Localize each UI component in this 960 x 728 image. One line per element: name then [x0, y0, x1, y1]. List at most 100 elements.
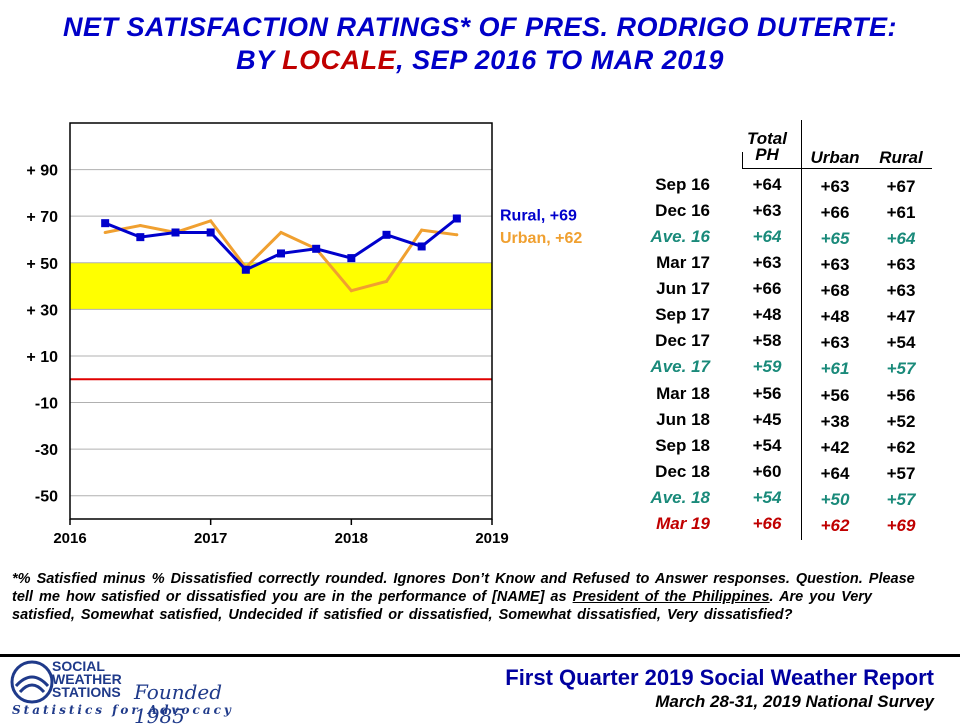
urban-point	[349, 289, 353, 293]
table-cell-total: +59	[752, 357, 782, 376]
table-header-total: Total PH	[747, 129, 787, 164]
table-cell-total: +54	[752, 436, 782, 455]
table-row-label: Mar 19	[656, 514, 710, 533]
table-cell-total: +60	[752, 462, 782, 481]
y-tick-label: + 50	[26, 256, 58, 273]
table-divider	[742, 152, 743, 168]
table-cell-urban: +42	[820, 438, 850, 457]
rural-end-label: Rural, +69	[500, 208, 577, 225]
urban-point	[279, 230, 283, 234]
table-cell-urban: +38	[820, 412, 850, 431]
title-locale: LOCALE	[282, 45, 397, 75]
rural-point	[312, 244, 321, 253]
table-cell-rural: +67	[886, 177, 916, 196]
urban-point	[209, 219, 213, 223]
table-cell-rural: +56	[886, 386, 916, 405]
table-cell-urban: +50	[820, 490, 850, 509]
table-cell-total: +48	[752, 305, 782, 324]
y-tick-label: -50	[35, 489, 58, 506]
chart-title-line1: NET SATISFACTION RATINGS* OF PRES. RODRI…	[62, 12, 898, 42]
table-divider	[742, 168, 932, 169]
urban-end-label: Urban, +62	[500, 230, 582, 247]
table-row-label: Mar 18	[656, 384, 710, 403]
table-cell-total: +63	[752, 201, 782, 220]
logo-stations: STATIONS	[52, 684, 121, 700]
table-cell-rural: +57	[886, 490, 916, 509]
sws-logo: SOCIAL WEATHER STATIONS Founded 1985 Sta…	[6, 658, 256, 728]
rural-point	[171, 228, 180, 237]
rural-point	[101, 219, 110, 228]
rural-point	[277, 249, 285, 258]
table-divider	[801, 120, 802, 540]
table-cell-urban: +64	[820, 464, 850, 483]
rural-series-line	[104, 217, 458, 272]
table-cell-rural: +57	[886, 464, 916, 483]
rural-point	[206, 228, 215, 237]
footnote-part2: . Are you Very satisfied, Somewhat satis…	[12, 589, 872, 623]
footnote-part1: *% Satisfied minus % Dissatisfied correc…	[12, 571, 915, 605]
y-tick-label: -30	[35, 442, 58, 459]
chart-title-line2: BY LOCALE, SEP 2016 TO MAR 2019	[0, 45, 960, 76]
rural-point	[241, 265, 250, 274]
neutral-band	[70, 262, 492, 310]
table-header-urban: Urban	[810, 148, 860, 167]
urban-point	[420, 228, 424, 232]
rural-point	[136, 233, 145, 242]
title-dates: , SEP 2016 TO MAR 2019	[396, 45, 724, 75]
chart-area: + 90 + 70 + 50 + 30 + 10 -10 -30 -50 2016 2017 201…	[26, 122, 582, 547]
x-tick-label: 2016	[53, 530, 86, 547]
y-tick-label: -10	[35, 396, 58, 413]
table-cell-total: +66	[752, 279, 782, 298]
footnote-underlined: President of the Philippines	[572, 589, 770, 605]
table-cell-rural: +62	[886, 438, 916, 457]
table-row-label: Ave. 16	[650, 227, 710, 246]
table-cell-rural: +54	[886, 333, 916, 352]
table-row-label: Sep 18	[655, 436, 710, 455]
y-tick-label: + 30	[26, 302, 58, 319]
x-tick-label: 2019	[475, 530, 508, 547]
table-row-label: Ave. 18	[650, 488, 710, 507]
y-tick-label: + 70	[26, 209, 58, 226]
footer-title: First Quarter 2019 Social Weather Report	[505, 665, 934, 690]
footer-subtitle: March 28-31, 2019 National Survey	[655, 692, 934, 711]
table-cell-total: +66	[752, 514, 782, 533]
table-cell-total: +64	[752, 227, 782, 246]
table-row-label: Mar 17	[656, 253, 710, 272]
title-by: BY	[236, 45, 283, 75]
table-row-label: Ave. 17	[650, 357, 710, 376]
table-row-label: Jun 17	[656, 279, 710, 298]
table-cell-rural: +47	[886, 307, 916, 326]
table-row-label: Sep 16	[655, 175, 710, 194]
table-cell-urban: +63	[820, 177, 850, 196]
table-cell-urban: +48	[820, 307, 850, 326]
rural-point	[382, 230, 391, 239]
table-cell-rural: +52	[886, 412, 916, 431]
sws-logo-mark	[10, 660, 54, 704]
table-row-label: Dec 17	[655, 331, 710, 350]
y-tick-label: + 10	[26, 349, 58, 366]
table-cell-total: +64	[752, 175, 782, 194]
table-row-label: Dec 16	[655, 201, 710, 220]
rural-point	[452, 214, 461, 223]
rural-point	[347, 254, 356, 263]
urban-point	[138, 223, 142, 227]
urban-point	[385, 279, 388, 283]
x-tick-label: 2017	[194, 530, 227, 547]
table-cell-rural: +63	[886, 281, 916, 300]
logo-weather: WEATHER	[52, 671, 122, 687]
table-cell-urban: +65	[820, 229, 850, 248]
table-cell-rural: +63	[886, 255, 916, 274]
footer-divider	[0, 654, 960, 657]
table-row-label: Jun 18	[656, 410, 710, 429]
logo-tagline: Statistics for Advocacy	[12, 703, 234, 717]
urban-point	[455, 233, 459, 237]
footnote: *% Satisfied minus % Dissatisfied correc…	[12, 570, 932, 624]
table-cell-total: +45	[752, 410, 782, 429]
table-cell-urban: +62	[820, 516, 850, 535]
table-header-rural: Rural	[879, 148, 923, 167]
table-row-label: Sep 17	[655, 305, 710, 324]
table-cell-urban: +56	[820, 386, 850, 405]
table-cell-total: +56	[752, 384, 782, 403]
table-cell-rural: +61	[886, 203, 916, 222]
urban-point	[103, 230, 107, 234]
